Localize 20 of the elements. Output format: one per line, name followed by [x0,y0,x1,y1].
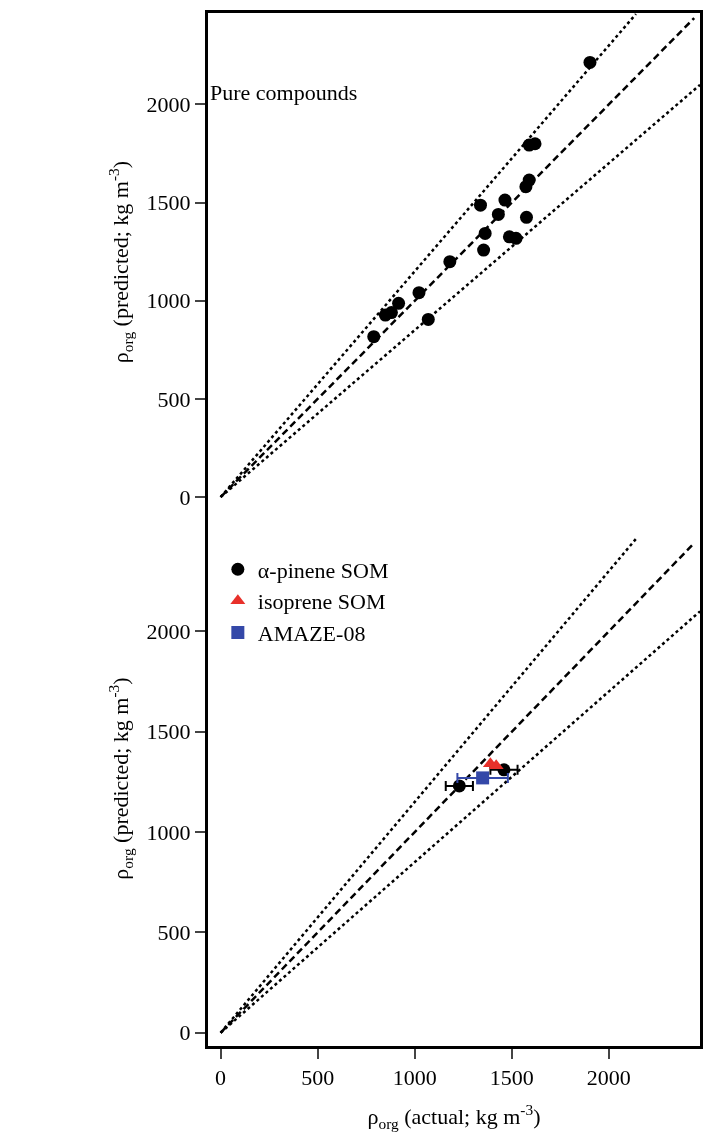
y-tick-label: 1500 [146,719,191,745]
legend-label: AMAZE-08 [257,621,366,647]
x-tick-label: 0 [215,1065,227,1091]
x-tick-label: 1500 [489,1065,534,1091]
x-tick-label: 2000 [586,1065,631,1091]
x-axis-title: ρ$_{org}$ (actual; kg m$^{-3}$) [367,1101,541,1132]
y-tick-label: 0 [179,484,191,510]
y-tick-label: 1000 [146,288,191,314]
y-tick-label: 2000 [146,92,191,118]
y-tick-label: 0 [179,1020,191,1046]
y-tick-label: 1000 [146,819,191,845]
x-tick-label: 1000 [392,1065,437,1091]
y-tick-label: 500 [157,920,191,946]
x-tick-label: 500 [301,1065,335,1091]
y-tick-label: 1500 [146,190,191,216]
legend-label: isoprene SOM [257,589,386,615]
annotation: Pure compounds [210,80,358,105]
y-tick-label: 500 [157,386,191,412]
legend-label: α-pinene SOM [257,557,389,583]
y-tick-label: 2000 [146,619,191,645]
